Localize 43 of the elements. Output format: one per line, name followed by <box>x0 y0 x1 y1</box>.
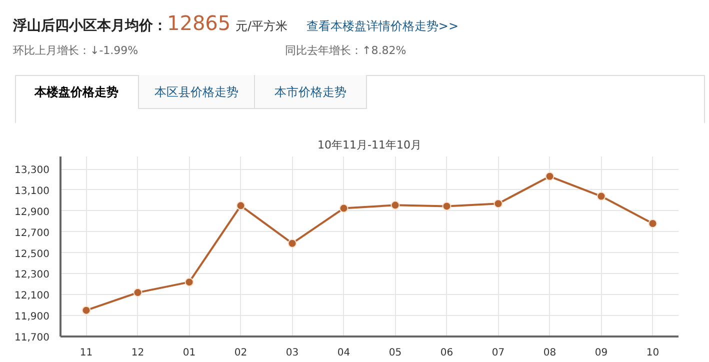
text: 12865 <box>167 11 231 35</box>
x-tick-label: 02 <box>234 348 248 358</box>
point <box>596 192 606 201</box>
point <box>442 202 452 211</box>
x-tick-label: 12 <box>131 348 144 358</box>
y-tick-label: 12,700 <box>14 228 50 239</box>
point <box>288 238 297 248</box>
y-tick-label: 12,300 <box>14 270 50 281</box>
y-tick-label: 11,700 <box>14 332 50 344</box>
chart-title: 10年11月-11年10月 <box>318 138 422 152</box>
point <box>236 201 246 210</box>
x-tick-label: 10 <box>646 348 660 358</box>
y-tick-label: 12,500 <box>14 248 50 260</box>
text: 环比上月增长：↓-1.99% <box>13 43 138 59</box>
x-tick-label: 11 <box>80 348 93 358</box>
y-tick-label: 11,900 <box>14 312 50 323</box>
point <box>390 200 400 210</box>
x-tick-label: 05 <box>388 348 402 358</box>
text: 浮山后四小区本月均价： <box>13 18 167 34</box>
text: 元/平方米 <box>236 19 288 33</box>
text: 本市价格走势 <box>255 75 367 109</box>
y-tick-label: 12,100 <box>14 290 50 302</box>
x-tick-label: 07 <box>492 348 505 358</box>
x-tick-label: 08 <box>543 348 556 358</box>
y-tick-label: 12,900 <box>14 206 50 218</box>
text: 本区县价格走势 <box>139 75 255 109</box>
point <box>648 218 658 228</box>
y-tick-label: 13,300 <box>14 165 50 176</box>
y-tick-label: 13,100 <box>14 186 50 197</box>
text: 本楼盘价格走势 <box>15 75 139 109</box>
point <box>545 172 554 181</box>
x-tick-label: 01 <box>182 348 196 358</box>
text: 查看本楼盘详情价格走势>> <box>306 19 459 33</box>
x-tick-label: 03 <box>286 348 299 358</box>
text: 同比去年增长：↑8.82% <box>285 43 406 59</box>
point <box>494 199 503 208</box>
point <box>184 278 194 287</box>
point <box>82 306 91 315</box>
x-tick-label: 09 <box>594 348 608 358</box>
x-tick-label: 04 <box>337 348 350 358</box>
point <box>133 288 142 298</box>
point <box>339 204 348 213</box>
x-tick-label: 06 <box>440 348 454 358</box>
